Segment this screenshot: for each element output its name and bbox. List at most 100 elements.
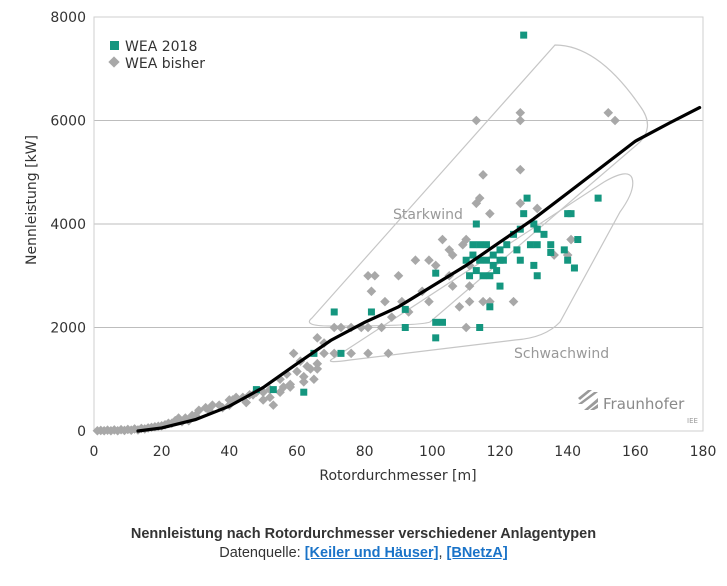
- fraunhofer-stripes-icon: [578, 390, 598, 410]
- point-wea-2018: [462, 256, 470, 264]
- legend-marker-wea-2018: [110, 41, 119, 50]
- point-wea-bisher: [265, 392, 275, 403]
- point-wea-bisher: [275, 387, 285, 397]
- point-wea-bisher: [329, 348, 340, 359]
- series-wea-bisher: [92, 107, 620, 436]
- source-link-bnetza[interactable]: [BNetzA]: [446, 545, 508, 561]
- point-wea-2018: [564, 256, 572, 264]
- source-prefix: Datenquelle:: [219, 545, 305, 561]
- point-wea-bisher: [424, 255, 434, 266]
- figure-caption: Nennleistung nach Rotordurchmesser versc…: [0, 525, 727, 563]
- x-tick-label: 60: [288, 444, 306, 460]
- point-wea-bisher: [106, 425, 116, 436]
- point-wea-bisher: [214, 400, 224, 410]
- point-wea-2018: [503, 241, 511, 249]
- x-tick-label: 20: [153, 444, 171, 460]
- point-wea-2018: [337, 349, 345, 357]
- caption-source: Datenquelle: [Keiler und Häuser], [BNetz…: [0, 544, 727, 563]
- plot-frame: [93, 16, 704, 432]
- point-wea-bisher: [288, 348, 299, 359]
- point-wea-2018: [476, 324, 484, 331]
- point-wea-bisher: [386, 312, 397, 322]
- point-wea-bisher: [309, 374, 319, 385]
- x-tick-label: 100: [419, 444, 446, 460]
- point-wea-2018: [469, 251, 477, 259]
- point-wea-bisher: [464, 281, 475, 291]
- point-wea-bisher: [437, 234, 448, 245]
- point-wea-bisher: [363, 348, 373, 359]
- point-wea-bisher: [363, 270, 373, 281]
- point-wea-bisher: [278, 382, 289, 392]
- point-wea-2018: [486, 303, 494, 311]
- point-wea-bisher: [515, 115, 526, 126]
- point-wea-2018: [269, 386, 277, 394]
- point-wea-2018: [547, 248, 555, 256]
- point-wea-bisher: [302, 361, 312, 372]
- point-wea-2018: [533, 225, 541, 233]
- point-wea-bisher: [461, 234, 471, 245]
- point-wea-2018: [540, 230, 548, 238]
- point-wea-bisher: [447, 281, 458, 291]
- point-wea-bisher: [471, 115, 482, 126]
- point-wea-bisher: [430, 260, 441, 271]
- x-tick-label: 140: [554, 444, 581, 460]
- point-wea-bisher: [312, 333, 323, 343]
- point-wea-2018: [472, 220, 480, 228]
- point-wea-bisher: [298, 371, 309, 382]
- x-axis-ticks: 0 20 40 60 80 100 120 140 160 180: [90, 444, 717, 460]
- point-wea-2018: [523, 194, 531, 202]
- point-wea-bisher: [515, 164, 526, 175]
- point-wea-bisher: [319, 338, 329, 348]
- point-wea-2018: [533, 241, 541, 249]
- point-wea-2018: [530, 261, 538, 269]
- point-wea-bisher: [370, 270, 380, 281]
- point-wea-bisher: [515, 198, 526, 209]
- point-wea-2018: [489, 261, 497, 269]
- point-wea-bisher: [457, 239, 468, 250]
- point-wea-2018: [520, 210, 528, 218]
- point-wea-bisher: [336, 322, 346, 333]
- point-wea-bisher: [383, 348, 394, 359]
- point-wea-bisher: [160, 419, 170, 430]
- point-wea-bisher: [312, 364, 323, 374]
- point-wea-bisher: [566, 234, 576, 245]
- point-wea-2018: [401, 305, 409, 313]
- fraunhofer-logo: Fraunhofer IEE: [578, 390, 698, 425]
- point-wea-bisher: [241, 397, 252, 408]
- x-axis-label: Rotordurchmesser [m]: [319, 468, 476, 484]
- point-wea-2018: [493, 267, 501, 275]
- point-wea-bisher: [170, 415, 180, 426]
- point-wea-bisher: [204, 405, 214, 416]
- point-wea-2018: [496, 246, 504, 254]
- point-wea-2018: [300, 388, 308, 396]
- point-wea-bisher: [92, 425, 103, 436]
- point-wea-2018: [438, 318, 446, 326]
- point-wea-2018: [432, 334, 440, 342]
- point-wea-2018: [432, 318, 440, 326]
- point-wea-2018: [482, 256, 490, 264]
- source-link-keiler[interactable]: [Keiler und Häuser]: [304, 545, 439, 561]
- point-wea-bisher: [346, 348, 356, 359]
- point-wea-2018: [482, 241, 490, 249]
- point-wea-bisher: [231, 392, 241, 403]
- point-wea-bisher: [329, 322, 340, 333]
- point-wea-bisher: [268, 400, 279, 410]
- point-wea-bisher: [224, 395, 235, 405]
- point-wea-bisher: [305, 364, 316, 374]
- point-wea-bisher: [282, 369, 292, 379]
- point-wea-bisher: [112, 425, 123, 436]
- point-wea-2018: [486, 272, 494, 280]
- point-wea-2018: [401, 324, 409, 331]
- x-tick-label: 80: [356, 444, 374, 460]
- point-wea-2018: [499, 256, 507, 264]
- point-wea-bisher: [461, 322, 471, 333]
- point-wea-bisher: [447, 250, 458, 260]
- point-wea-bisher: [532, 203, 543, 214]
- point-wea-2018: [466, 272, 474, 280]
- point-wea-2018: [516, 256, 524, 264]
- point-wea-bisher: [194, 405, 204, 416]
- point-wea-2018: [476, 241, 484, 249]
- point-wea-bisher: [485, 208, 495, 219]
- point-wea-bisher: [508, 296, 519, 307]
- point-wea-bisher: [410, 255, 421, 266]
